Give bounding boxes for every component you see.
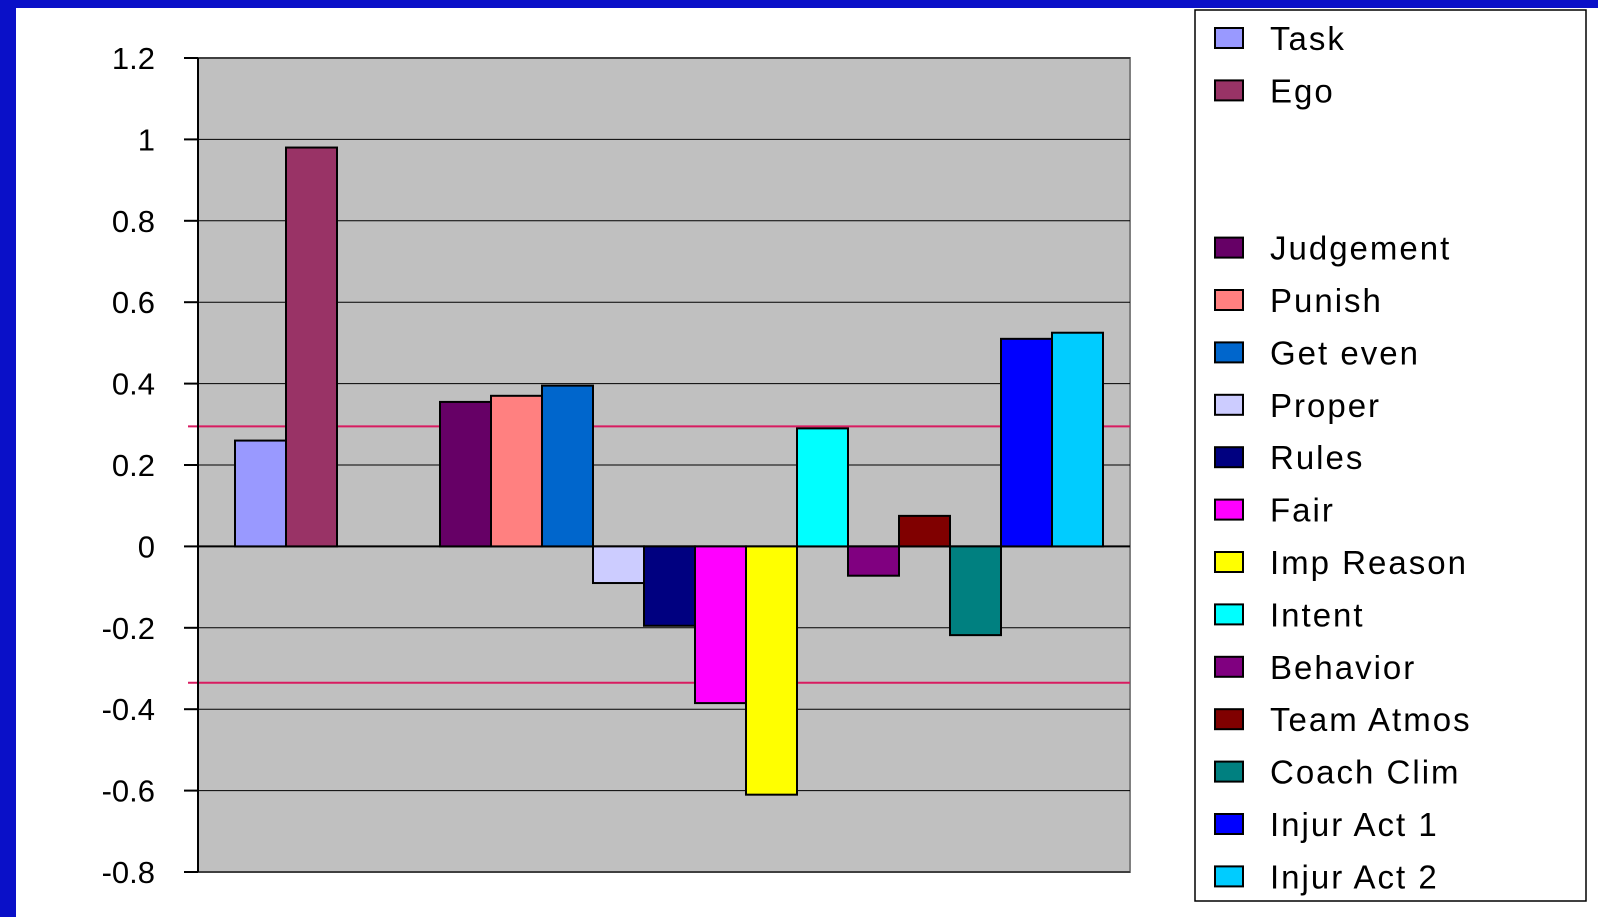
legend-label-get-even: Get even [1270,334,1420,371]
legend-swatch-intent [1214,603,1244,626]
legend-label-team-atmos: Team Atmos [1270,701,1472,738]
legend-swatch-fair [1214,498,1244,521]
legend-label-fair: Fair [1270,492,1335,529]
legend-swatch-get-even [1214,341,1244,364]
bar-rules [643,545,696,627]
y-axis: 1.2 1 0.8 0.6 0.4 0.2 0 -0.2 -0.4 -0.6 -0.8 [102,41,199,890]
y-tick-label: 0.4 [112,367,155,402]
legend-swatch-task [1214,27,1244,49]
legend-label-injur-act-1: Injur Act 1 [1270,806,1439,843]
legend-label-injur-act-2: Injur Act 2 [1270,858,1439,895]
legend-swatch-rules [1214,446,1244,469]
y-tick-label: -0.8 [102,855,155,890]
legend-label-intent: Intent [1270,596,1365,633]
legend-swatch-ego [1214,79,1244,102]
bar-fair [694,545,747,705]
y-tick-label: 1.2 [112,41,155,76]
legend-label-ego: Ego [1270,72,1335,109]
legend-swatch-imp-reason [1214,551,1244,573]
bar-coach-clim [949,545,1002,637]
legend-label-behavior: Behavior [1270,649,1416,686]
legend: Task Ego Judgement Punish Get even Proper Rule… [1194,9,1587,902]
bar-ego [285,146,338,548]
y-tick-label: 0 [138,529,155,564]
y-tick-label: -0.6 [102,774,155,809]
y-tick-label: 1 [138,122,155,157]
legend-label-coach-clim: Coach Clim [1270,754,1461,791]
bars [234,146,1104,796]
legend-label-punish: Punish [1270,282,1383,319]
y-tick-label: 0.2 [112,448,155,483]
legend-swatch-punish [1214,289,1244,311]
bar-punish [490,394,543,548]
y-tick-label: -0.4 [102,692,155,727]
legend-label-task: Task [1270,20,1346,57]
y-tick-label: -0.2 [102,611,155,646]
bar-behavior [847,545,900,577]
bar-task [234,439,287,548]
bar-get-even [541,384,594,548]
bar-proper [592,545,645,585]
legend-label-proper: Proper [1270,387,1381,424]
bar-injur-act-1 [1000,337,1053,548]
reference-lines [188,425,1130,684]
legend-swatch-behavior [1214,655,1244,678]
y-tick-label: 0.8 [112,204,155,239]
legend-label-imp-reason: Imp Reason [1270,544,1468,581]
bar-intent [796,427,849,548]
bar-imp-reason [745,545,798,796]
bar-team-atmos [898,514,951,548]
y-tick-label: 0.6 [112,285,155,320]
legend-box [1194,9,1587,902]
legend-swatch-proper [1214,393,1244,416]
legend-swatch-judgement [1214,236,1244,259]
legend-swatch-coach-clim [1214,760,1244,783]
legend-swatch-injur-act-1 [1214,813,1244,835]
legend-label-judgement: Judgement [1270,230,1451,267]
bar-injur-act-2 [1051,331,1104,548]
legend-label-rules: Rules [1270,439,1364,476]
legend-swatch-injur-act-2 [1214,865,1244,888]
legend-swatch-team-atmos [1214,708,1244,731]
bar-judgement [439,400,492,548]
